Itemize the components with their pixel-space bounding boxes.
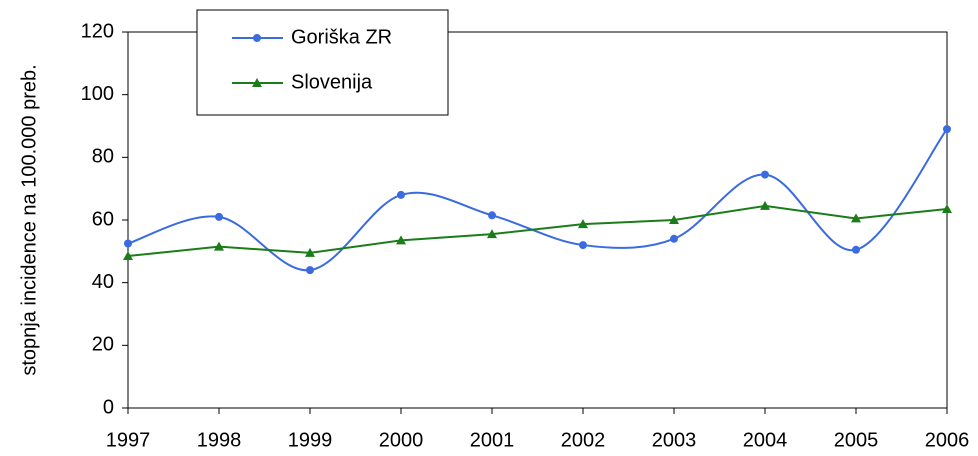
x-tick-label: 2005	[834, 429, 879, 451]
y-tick-label: 0	[103, 396, 114, 418]
y-tick-label: 20	[92, 334, 114, 356]
point	[396, 235, 406, 245]
y-tick-label: 60	[92, 208, 114, 230]
point	[215, 212, 223, 221]
x-tick-label: 2003	[652, 429, 697, 451]
y-axis-label: stopnja incidence na 100.000 preb.	[18, 64, 40, 375]
series-line	[127, 128, 948, 272]
point	[488, 211, 496, 220]
point	[761, 170, 769, 179]
point	[851, 213, 861, 223]
point	[397, 190, 405, 199]
y-tick-label: 120	[81, 20, 114, 42]
y-tick-label: 40	[92, 271, 114, 293]
x-tick-label: 2004	[743, 429, 788, 451]
point	[214, 241, 224, 251]
point	[306, 266, 314, 275]
point	[578, 219, 588, 229]
x-tick-label: 2002	[561, 429, 606, 451]
point	[669, 215, 679, 224]
legend-label: Goriška ZR	[291, 26, 392, 48]
point	[124, 239, 132, 248]
y-tick-label: 100	[81, 83, 114, 105]
y-tick-label: 80	[92, 146, 114, 168]
x-tick-label: 2000	[379, 429, 424, 451]
point	[942, 204, 952, 214]
point	[670, 234, 678, 243]
point	[305, 247, 315, 257]
point	[760, 200, 770, 210]
point	[943, 125, 951, 134]
series-line	[127, 204, 948, 258]
point	[852, 245, 860, 254]
point	[579, 241, 587, 250]
legend-marker	[252, 78, 262, 87]
legend-label: Slovenija	[291, 71, 373, 93]
legend-marker	[253, 34, 261, 42]
x-tick-label: 2001	[470, 429, 515, 451]
point	[487, 229, 497, 239]
x-tick-label: 1997	[106, 429, 151, 451]
legend-box	[196, 9, 449, 116]
x-tick-label: 1999	[288, 429, 333, 451]
x-tick-label: 1998	[197, 429, 242, 451]
point	[123, 251, 133, 261]
x-tick-label: 2006	[925, 429, 970, 451]
